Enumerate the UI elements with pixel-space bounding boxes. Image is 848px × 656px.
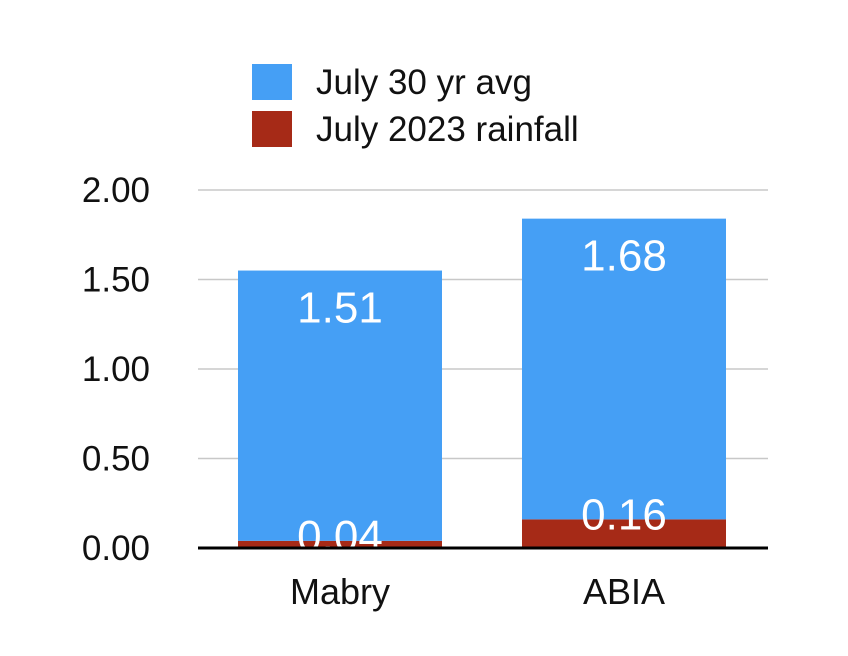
legend-label: July 30 yr avg [316,63,532,102]
data-label-abia-series-1: 1.68 [581,232,667,281]
data-label-abia-series-0: 0.16 [581,490,667,539]
bar-abia-series-1 [522,218,726,520]
legend-swatch [252,64,292,100]
y-tick-label: 0.50 [82,440,150,479]
y-tick-label: 1.00 [82,350,150,389]
y-tick-label: 2.00 [82,171,150,210]
legend-label: July 2023 rainfall [316,110,579,149]
data-label-mabry-series-0: 0.04 [297,512,383,561]
y-axis: 0.00 0.50 1.00 1.50 2.00 [82,171,150,568]
bars [238,218,726,548]
x-category-label: Mabry [290,571,390,612]
data-label-mabry-series-1: 1.51 [297,284,383,333]
bar-mabry-series-0 [238,540,442,548]
x-category-label: ABIA [583,571,665,612]
bar-mabry-series-1 [238,270,442,541]
bar-abia-series-0 [522,519,726,548]
y-tick-label: 0.00 [82,529,150,568]
x-axis: Mabry ABIA [198,546,768,612]
data-labels: 0.04 1.51 0.16 1.68 [297,232,667,561]
y-tick-label: 1.50 [82,261,150,300]
legend-swatch [252,111,292,147]
legend: July 30 yr avg July 2023 rainfall [252,63,579,149]
